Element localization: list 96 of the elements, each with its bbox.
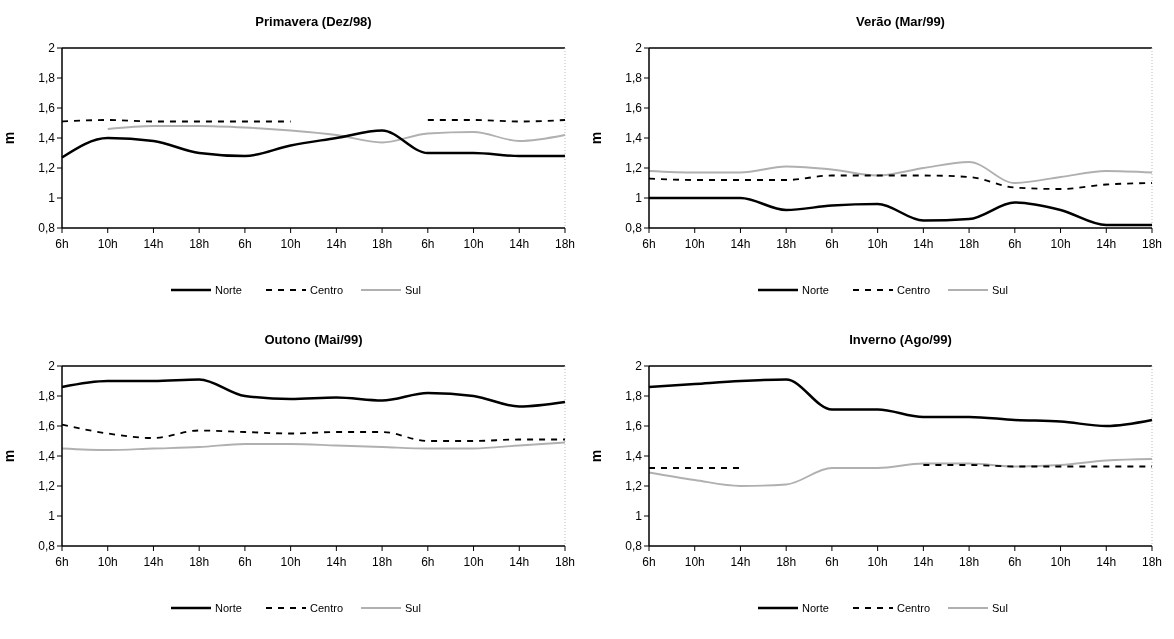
x-tick-label: 18h	[959, 237, 980, 251]
x-tick-label: 10h	[1050, 555, 1071, 569]
y-tick-label: 1,8	[38, 71, 56, 86]
y-tick-label: 0,8	[625, 539, 643, 554]
x-tick-label: 14h	[730, 555, 751, 569]
y-tick-label: 1,8	[625, 71, 643, 86]
y-tick-label: 1	[48, 509, 56, 524]
y-tick-label: 1,2	[625, 479, 643, 494]
x-tick-label: 10h	[463, 237, 484, 251]
y-tick-label: 1,8	[38, 389, 56, 404]
x-tick-label: 6h	[825, 237, 839, 251]
x-tick-label: 6h	[1008, 555, 1022, 569]
y-tick-label: 1	[635, 191, 643, 206]
y-tick-label: 0,8	[38, 539, 56, 554]
x-tick-label: 14h	[913, 237, 934, 251]
legend-label: Norte	[215, 601, 242, 614]
x-tick-label: 14h	[913, 555, 934, 569]
x-tick-label: 18h	[554, 237, 576, 251]
x-tick-label: 14h	[1096, 555, 1117, 569]
x-tick-label: 6h	[55, 237, 69, 251]
x-tick-label: 10h	[280, 237, 301, 251]
x-tick-label: 10h	[280, 555, 301, 569]
x-tick-label: 6h	[238, 237, 252, 251]
y-axis-title: m	[588, 449, 604, 463]
x-tick-label: 14h	[326, 237, 347, 251]
x-tick-label: 18h	[776, 555, 797, 569]
legend-label: Centro	[897, 283, 931, 296]
x-tick-label: 10h	[684, 237, 705, 251]
x-tick-label: 14h	[143, 237, 164, 251]
legend-label: Sul	[992, 601, 1008, 614]
x-tick-label: 14h	[509, 555, 530, 569]
y-tick-label: 1,8	[625, 389, 643, 404]
x-tick-label: 6h	[421, 555, 435, 569]
chart-title: Primavera (Dez/98)	[255, 14, 372, 29]
x-tick-label: 18h	[554, 555, 576, 569]
x-tick-label: 14h	[509, 237, 530, 251]
x-tick-label: 6h	[825, 555, 839, 569]
legend-label: Centro	[310, 283, 344, 296]
legend-label: Sul	[405, 601, 421, 614]
x-tick-label: 10h	[1050, 237, 1071, 251]
x-tick-label: 18h	[959, 555, 980, 569]
y-tick-label: 2	[48, 359, 56, 374]
x-tick-label: 18h	[1141, 555, 1163, 569]
x-tick-label: 18h	[776, 237, 797, 251]
y-tick-label: 1,6	[38, 101, 56, 116]
y-tick-label: 2	[48, 41, 56, 56]
x-tick-label: 6h	[55, 555, 69, 569]
y-tick-label: 0,8	[38, 221, 56, 236]
x-tick-label: 18h	[372, 237, 393, 251]
x-tick-label: 6h	[238, 555, 252, 569]
y-axis-title: m	[1, 131, 17, 145]
y-tick-label: 1	[635, 509, 643, 524]
x-tick-label: 10h	[463, 555, 484, 569]
x-tick-label: 10h	[97, 555, 118, 569]
legend-label: Sul	[405, 283, 421, 296]
chart-title: Outono (Mai/99)	[264, 332, 363, 347]
legend-label: Norte	[215, 283, 242, 296]
y-tick-label: 1,4	[625, 449, 643, 464]
x-tick-label: 18h	[1141, 237, 1163, 251]
y-tick-label: 1,4	[38, 449, 56, 464]
y-tick-label: 2	[635, 359, 643, 374]
y-tick-label: 2	[635, 41, 643, 56]
y-tick-label: 0,8	[625, 221, 643, 236]
y-axis-title: m	[1, 449, 17, 463]
y-tick-label: 1,2	[38, 479, 56, 494]
y-tick-label: 1,6	[625, 101, 643, 116]
y-tick-label: 1,6	[625, 419, 643, 434]
y-tick-label: 1,2	[625, 161, 643, 176]
y-tick-label: 1	[48, 191, 56, 206]
x-tick-label: 18h	[372, 555, 393, 569]
y-axis-title: m	[588, 131, 604, 145]
chart-title: Inverno (Ago/99)	[849, 332, 952, 347]
x-tick-label: 14h	[1096, 237, 1117, 251]
x-tick-label: 10h	[867, 555, 888, 569]
legend-label: Centro	[897, 601, 931, 614]
x-tick-label: 18h	[189, 237, 210, 251]
legend-label: Sul	[992, 283, 1008, 296]
x-tick-label: 14h	[326, 555, 347, 569]
y-tick-label: 1,4	[625, 131, 643, 146]
x-tick-label: 10h	[684, 555, 705, 569]
x-tick-label: 14h	[730, 237, 751, 251]
x-tick-label: 18h	[189, 555, 210, 569]
x-tick-label: 6h	[642, 237, 656, 251]
x-tick-label: 6h	[642, 555, 656, 569]
y-tick-label: 1,6	[38, 419, 56, 434]
x-tick-label: 6h	[1008, 237, 1022, 251]
legend-label: Norte	[802, 601, 829, 614]
legend-label: Centro	[310, 601, 344, 614]
x-tick-label: 6h	[421, 237, 435, 251]
x-tick-label: 10h	[867, 237, 888, 251]
x-tick-label: 10h	[97, 237, 118, 251]
y-tick-label: 1,2	[38, 161, 56, 176]
legend-label: Norte	[802, 283, 829, 296]
y-tick-label: 1,4	[38, 131, 56, 146]
x-tick-label: 14h	[143, 555, 164, 569]
chart-title: Verão (Mar/99)	[856, 14, 945, 29]
